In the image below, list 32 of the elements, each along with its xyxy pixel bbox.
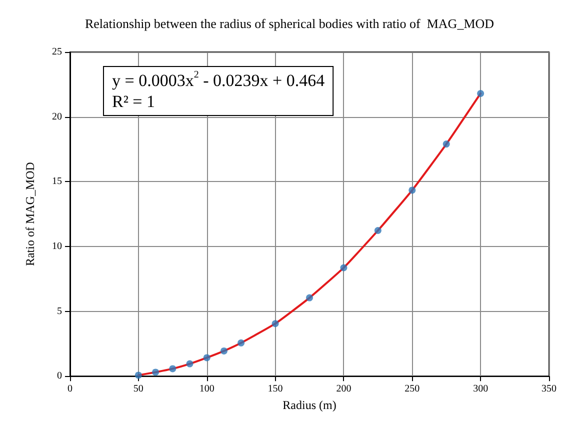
x-tick-label: 100 — [199, 384, 214, 395]
x-tick-label: 300 — [473, 384, 488, 395]
point — [477, 90, 484, 97]
x-tick-label: 50 — [133, 384, 144, 395]
x-tick-label: 200 — [336, 384, 352, 395]
y-tick-label: 5 — [57, 306, 62, 317]
point — [306, 294, 313, 302]
point — [134, 372, 142, 379]
point — [186, 360, 194, 368]
point — [340, 264, 348, 272]
y-tick-label: 10 — [52, 240, 62, 252]
point — [203, 354, 210, 362]
chart-title: Relationship between the radius of spherical bodies with ratio of MAG_MOD — [84, 16, 494, 31]
y-tick-label: 20 — [52, 111, 62, 122]
point — [272, 320, 279, 328]
point — [220, 347, 228, 354]
point — [374, 227, 382, 234]
x-tick-label: 0 — [68, 384, 72, 395]
annotation: R² = 1 — [112, 92, 156, 111]
point — [408, 186, 416, 194]
point — [442, 140, 450, 148]
point — [169, 365, 176, 372]
x-tick-label: 150 — [268, 384, 283, 395]
y-tick-label: 25 — [52, 46, 62, 58]
x-axis-title: Radius (m) — [282, 398, 336, 412]
point — [238, 339, 245, 346]
point — [152, 368, 160, 376]
x-tick-label: 250 — [404, 384, 420, 395]
x-tick-label: 350 — [542, 384, 556, 395]
y-axis-title: Ratio of MAG_MOD — [23, 162, 37, 266]
y-tick-label: 15 — [52, 176, 62, 188]
y-tick-label: 0 — [57, 370, 62, 382]
